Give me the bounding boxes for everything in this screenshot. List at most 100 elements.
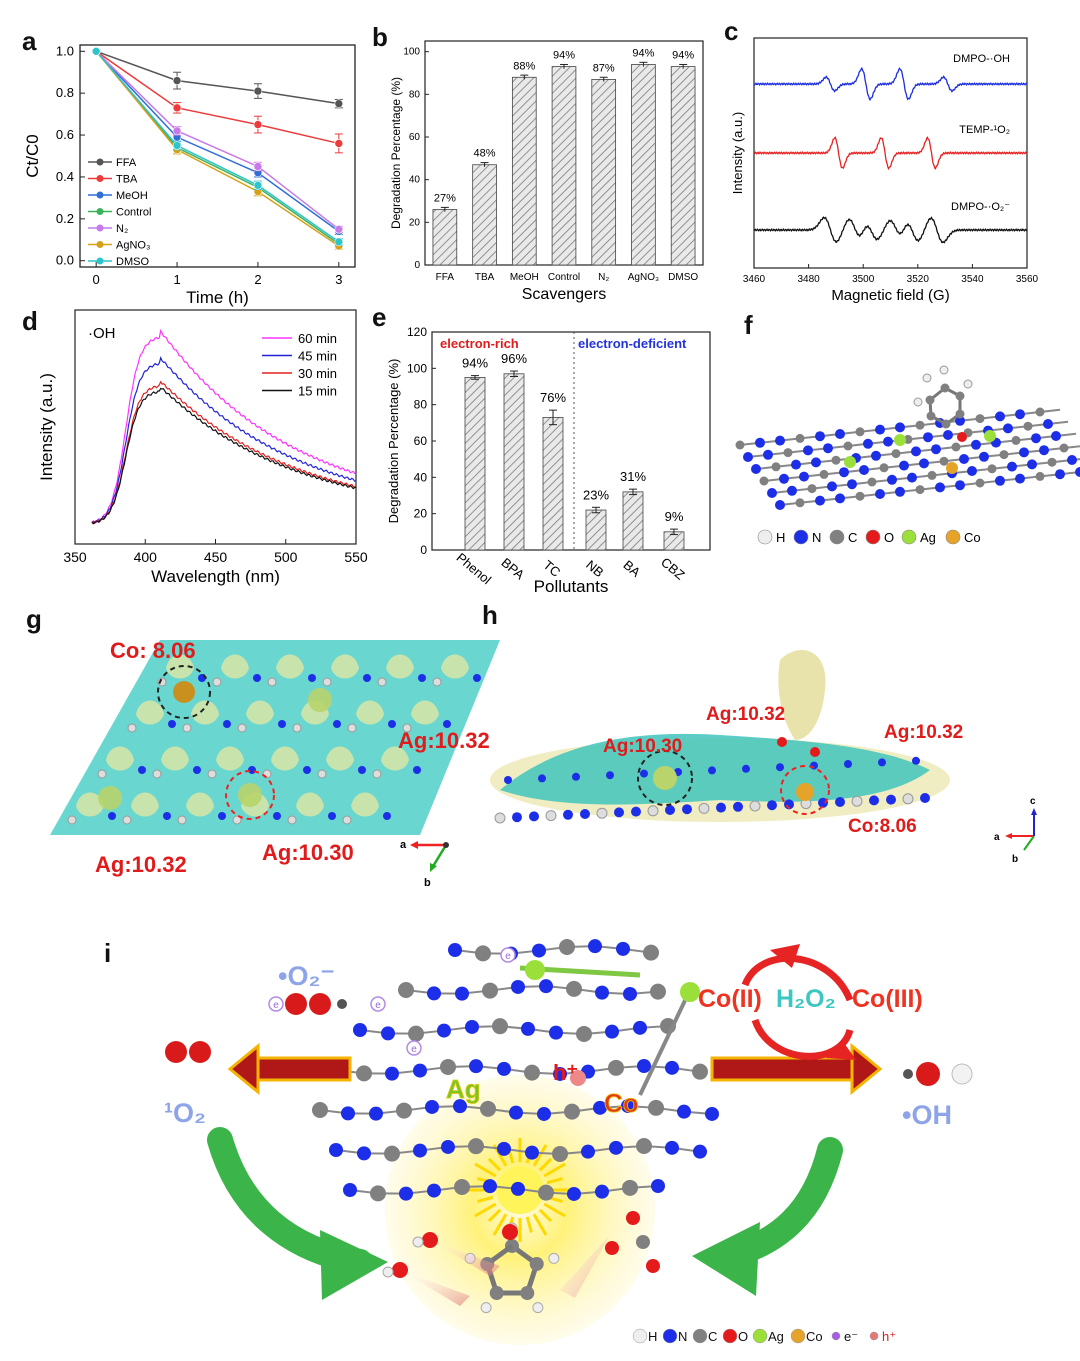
atom-n	[581, 1145, 595, 1159]
atom-c	[213, 678, 221, 686]
atom-n	[767, 488, 777, 498]
atom-n	[333, 720, 341, 728]
data-point	[335, 238, 343, 246]
atom-n	[509, 1106, 523, 1120]
atom-c	[952, 443, 961, 452]
data-point	[335, 100, 343, 108]
atom-ag	[308, 688, 332, 712]
atom-n	[465, 1020, 479, 1034]
bar-value-label: 76%	[540, 390, 566, 405]
atom-n	[418, 674, 426, 682]
atom-ag	[653, 766, 677, 790]
atom-n	[580, 809, 590, 819]
label-ag-h2: Ag:10.32	[884, 722, 963, 743]
atom-n	[497, 1142, 511, 1156]
bar	[632, 64, 656, 265]
atom-n	[1067, 455, 1077, 465]
atom-n	[441, 1140, 455, 1154]
bar-value-label: 48%	[474, 148, 496, 160]
y-tick-label: 60	[409, 132, 421, 143]
legend-label: Co	[964, 530, 981, 545]
atom-n	[525, 1146, 539, 1160]
atom-n	[163, 812, 171, 820]
atom-c	[520, 1286, 534, 1300]
legend-label: O	[884, 530, 894, 545]
arrow-left	[230, 1046, 350, 1092]
atom-c	[636, 1138, 652, 1154]
atom-n	[883, 437, 893, 447]
atom-n	[549, 1026, 563, 1040]
label-ag-site: Ag	[446, 1074, 481, 1104]
atom-c	[1060, 444, 1069, 453]
atom-c	[373, 770, 381, 778]
atom-n	[742, 765, 750, 773]
bar-value-label: 94%	[553, 50, 575, 62]
oh-molecule	[903, 1062, 972, 1086]
atom-n	[193, 766, 201, 774]
atom-c	[636, 1235, 650, 1249]
atom-c	[559, 939, 575, 955]
atom-n	[1031, 433, 1041, 443]
chart-b-scavengers: 02040608010027%FFA48%TBA88%MeOH94%Contro…	[389, 41, 703, 303]
atom-c	[552, 1146, 568, 1162]
atom-c	[288, 816, 296, 824]
atom-c	[856, 492, 865, 501]
atom-c	[576, 1026, 592, 1042]
y-tick-label: 0	[414, 260, 420, 271]
legend-label: DMSO	[116, 256, 149, 268]
label-co-g: Co: 8.06	[110, 638, 196, 663]
atom-c	[348, 724, 356, 732]
atom-n	[572, 773, 580, 781]
y-axis-label: Degradation Percentage (%)	[386, 359, 401, 524]
bar-value-label: 9%	[665, 509, 684, 524]
atom-c	[940, 457, 949, 466]
atom-n	[895, 487, 905, 497]
legend-label: AgNO₃	[116, 240, 150, 252]
atom-n	[955, 480, 965, 490]
legend-label: H	[776, 530, 785, 545]
chart-e-pollutants: 02040608010012094%Phenol96%BPA76%TC23%NB…	[386, 325, 710, 596]
bar-value-label: 94%	[632, 47, 654, 59]
label-singlet-oxygen: ¹O₂	[164, 1098, 206, 1128]
axis-a-g: a	[400, 839, 407, 851]
label-ag-g1: Ag:10.32	[398, 728, 490, 753]
atom-n	[413, 766, 421, 774]
atom-n	[943, 430, 953, 440]
atom-n	[705, 1107, 719, 1121]
o2-molecule-left	[165, 1041, 211, 1063]
atom-n	[776, 763, 784, 771]
atom-n	[875, 489, 885, 499]
atom-n	[595, 986, 609, 1000]
x-tick-label: 3560	[1016, 274, 1039, 285]
atom-n	[887, 475, 897, 485]
legend-marker	[97, 208, 104, 215]
legend-marker	[663, 1329, 677, 1343]
atom-c	[856, 427, 865, 436]
co-bond	[640, 990, 690, 1095]
legend-marker	[633, 1329, 647, 1343]
atom-c	[492, 1018, 508, 1034]
atom-c	[868, 478, 877, 487]
bar	[671, 67, 695, 265]
atom-h	[964, 380, 972, 388]
bar-value-label: 94%	[672, 50, 694, 62]
bar-value-label: 88%	[513, 60, 535, 72]
atom-c	[566, 981, 582, 997]
x-tick-label: 2	[254, 272, 261, 287]
spectrum-label: DMPO-·O₂⁻	[951, 201, 1010, 213]
atom-n	[640, 770, 648, 778]
legend-label: h⁺	[882, 1329, 896, 1344]
atom-n	[775, 500, 785, 510]
atom-n	[852, 796, 862, 806]
atom-n	[823, 443, 833, 453]
atom-n	[495, 813, 505, 823]
atom-c	[1048, 458, 1057, 467]
atom-c	[927, 412, 936, 421]
atom-n	[799, 472, 809, 482]
atom-n	[539, 979, 553, 993]
y-tick-label: 80	[414, 398, 428, 412]
atom-n	[278, 720, 286, 728]
legend-label: 60 min	[298, 331, 337, 346]
x-axis-label: Time (h)	[186, 288, 249, 307]
